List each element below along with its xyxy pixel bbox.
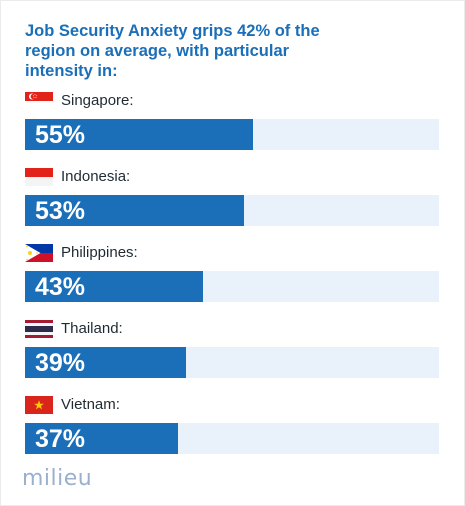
bar-track: 37% [25, 423, 439, 454]
data-label: 55% [35, 121, 86, 149]
vietnam-flag-icon [25, 396, 53, 414]
chart-title: Job Security Anxiety grips 42% of the re… [25, 22, 320, 80]
category-label: Vietnam: [61, 396, 120, 413]
bar-row: Philippines: 43% [0, 244, 465, 310]
data-label: 39% [35, 349, 86, 377]
singapore-flag-icon [25, 92, 53, 110]
thailand-flag-icon [25, 320, 53, 338]
category-label: Philippines: [61, 244, 138, 261]
data-label: 37% [35, 425, 86, 453]
bar-row: Vietnam: 37% [0, 396, 465, 462]
bar-track: 55% [25, 119, 439, 150]
bar: 37% [25, 423, 178, 454]
bar-track: 39% [25, 347, 439, 378]
category-label: Thailand: [61, 320, 123, 337]
bar-track: 53% [25, 195, 439, 226]
category-label: Singapore: [61, 92, 134, 109]
indonesia-flag-icon [25, 168, 53, 186]
category-label: Indonesia: [61, 168, 131, 185]
data-label: 43% [35, 273, 86, 301]
bar-row: Thailand: 39% [0, 320, 465, 386]
bar: 55% [25, 119, 253, 150]
philippines-flag-icon [25, 244, 53, 262]
bar-row: Indonesia: 53% [0, 168, 465, 234]
milieu-logo: milieu [22, 466, 93, 491]
bar: 53% [25, 195, 244, 226]
data-label: 53% [35, 197, 86, 225]
bar-row: Singapore: 55% [0, 92, 465, 158]
bar: 43% [25, 271, 203, 302]
bar-track: 43% [25, 271, 439, 302]
bar: 39% [25, 347, 186, 378]
